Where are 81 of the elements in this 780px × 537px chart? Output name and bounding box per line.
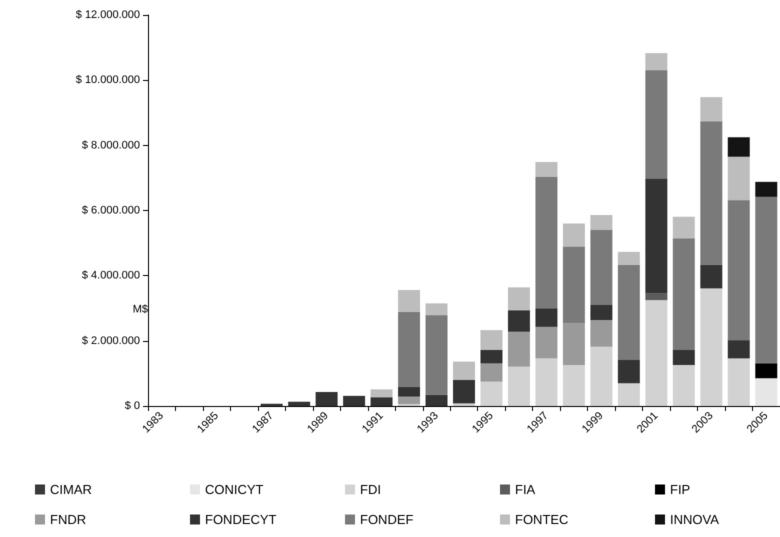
bar	[398, 396, 420, 404]
bar	[590, 304, 612, 320]
bar	[453, 380, 475, 404]
bar	[453, 403, 475, 406]
bar	[672, 216, 695, 239]
legend-label: FDI	[360, 482, 381, 497]
bar	[508, 310, 530, 332]
bar	[645, 70, 668, 179]
bar	[562, 224, 585, 247]
bar	[562, 364, 585, 406]
bar	[535, 308, 558, 327]
bar	[618, 360, 640, 384]
bar	[672, 238, 695, 350]
bar	[426, 315, 448, 395]
bar	[728, 200, 750, 340]
bar	[672, 364, 695, 406]
legend-label: CONICYT	[205, 482, 264, 497]
bar	[755, 363, 778, 378]
bar	[370, 389, 393, 398]
bar	[453, 362, 475, 380]
y-axis-title: M$	[132, 304, 148, 316]
bar	[672, 350, 695, 365]
bar	[343, 396, 366, 406]
bar	[590, 320, 612, 347]
bar	[398, 290, 420, 312]
legend-label: FIA	[515, 482, 536, 497]
bar	[535, 358, 558, 406]
bar	[288, 402, 310, 406]
legend-label: FNDR	[50, 512, 86, 527]
bar	[508, 287, 530, 310]
y-tick-label: $ 0	[124, 400, 140, 412]
bar	[618, 383, 640, 406]
bar	[618, 264, 640, 360]
bar	[728, 156, 750, 200]
bar	[508, 332, 530, 367]
bar	[645, 178, 668, 294]
bar	[426, 303, 448, 316]
bar	[480, 363, 502, 382]
bar	[535, 326, 558, 358]
bar	[755, 196, 778, 364]
bar	[700, 264, 722, 288]
bar	[755, 378, 778, 406]
bar	[316, 392, 338, 406]
y-tick-label: $ 2.000.000	[82, 334, 140, 347]
y-tick-label: $ 4.000.000	[82, 270, 140, 282]
bar	[398, 312, 420, 387]
y-tick-label: $ 8.000.000	[82, 139, 140, 152]
bar	[370, 397, 393, 406]
bar	[645, 293, 668, 300]
bar	[645, 300, 668, 406]
bar	[728, 137, 750, 157]
bar	[618, 252, 640, 265]
bar	[480, 382, 502, 406]
bar	[398, 386, 420, 397]
bar	[535, 162, 558, 177]
legend-label: FONDEF	[360, 512, 414, 527]
bar	[700, 97, 722, 122]
bar	[700, 121, 722, 265]
bar	[480, 330, 502, 350]
bar	[728, 340, 750, 358]
y-tick-label: $ 10.000.000	[76, 74, 140, 86]
bar	[562, 246, 585, 324]
bar	[480, 350, 502, 364]
bar	[755, 182, 778, 197]
bar	[590, 215, 612, 230]
legend-label: CIMAR	[50, 482, 92, 497]
bar	[590, 346, 612, 406]
legend-label: FONTEC	[515, 512, 568, 527]
y-tick-label: $ 12.000.000	[76, 9, 140, 21]
bar	[508, 366, 530, 406]
legend-label: INNOVA	[670, 512, 720, 527]
bar	[728, 358, 750, 406]
y-tick-label: $ 6.000.000	[82, 204, 140, 216]
bar	[700, 288, 722, 406]
bar	[590, 230, 612, 305]
bar	[645, 53, 668, 70]
bar	[426, 394, 448, 406]
bar	[562, 323, 585, 365]
legend-label: FIP	[670, 482, 690, 497]
legend-label: FONDECYT	[205, 512, 277, 527]
bar	[535, 176, 558, 308]
